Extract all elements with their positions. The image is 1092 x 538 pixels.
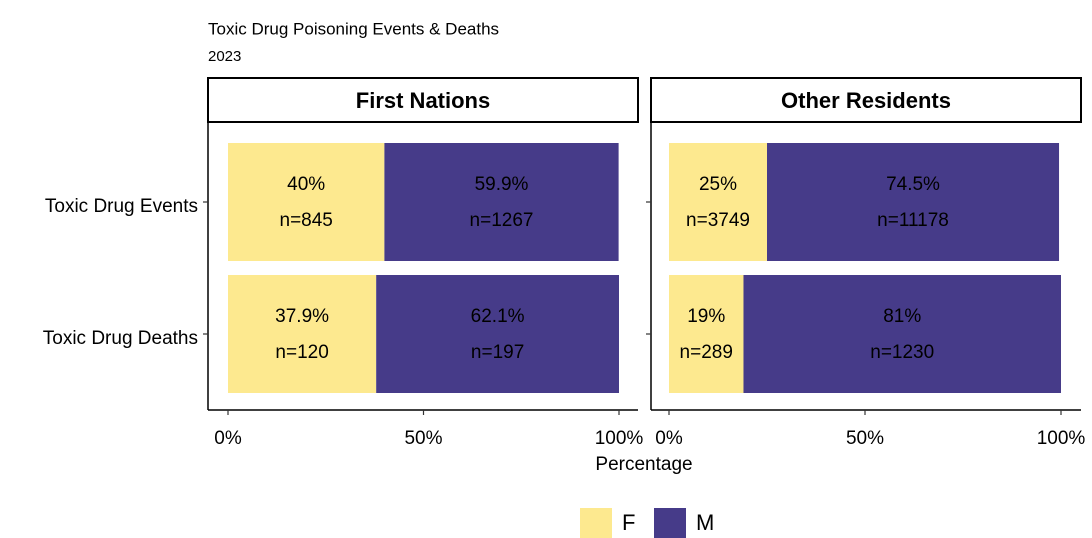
value-label: 62.1%	[471, 306, 525, 327]
bar-segment	[228, 275, 377, 393]
legend-label: M	[696, 510, 714, 535]
facet-label: First Nations	[356, 88, 490, 113]
x-tick-label: 50%	[846, 428, 884, 449]
bar-segment	[767, 143, 1060, 261]
value-label: 59.9%	[475, 174, 529, 195]
legend-swatch	[580, 508, 612, 538]
value-label: 19%	[687, 306, 725, 327]
bar-segment	[669, 275, 744, 393]
legend-label: F	[622, 510, 635, 535]
x-tick-label: 100%	[595, 428, 644, 449]
count-label: n=845	[280, 210, 333, 231]
facet-strip	[207, 77, 639, 123]
legend-swatch	[654, 508, 686, 538]
count-label: n=1267	[470, 210, 534, 231]
x-axis-label: Percentage	[595, 454, 692, 475]
count-label: n=3749	[686, 210, 750, 231]
value-label: 81%	[883, 306, 921, 327]
value-label: 40%	[287, 174, 325, 195]
y-tick-label: Toxic Drug Deaths	[43, 328, 198, 349]
bar-segment	[228, 143, 385, 261]
x-tick-label: 0%	[214, 428, 242, 449]
facet-strip	[650, 77, 1082, 123]
x-tick-label: 100%	[1037, 428, 1086, 449]
chart-subtitle: 2023	[208, 48, 241, 65]
y-tick-label: Toxic Drug Events	[45, 196, 198, 217]
count-label: n=197	[471, 342, 524, 363]
count-label: n=120	[275, 342, 328, 363]
value-label: 37.9%	[275, 306, 329, 327]
x-tick-label: 0%	[655, 428, 683, 449]
facet-label: Other Residents	[781, 88, 951, 113]
bar-segment	[376, 275, 619, 393]
count-label: n=11178	[877, 210, 949, 231]
value-label: 74.5%	[886, 174, 940, 195]
bar-segment	[669, 143, 767, 261]
chart-title: Toxic Drug Poisoning Events & Deaths	[208, 19, 499, 38]
x-tick-label: 50%	[404, 428, 442, 449]
count-label: n=289	[680, 342, 733, 363]
value-label: 25%	[699, 174, 737, 195]
count-label: n=1230	[870, 342, 934, 363]
bar-segment	[743, 275, 1061, 393]
bar-segment	[384, 143, 619, 261]
